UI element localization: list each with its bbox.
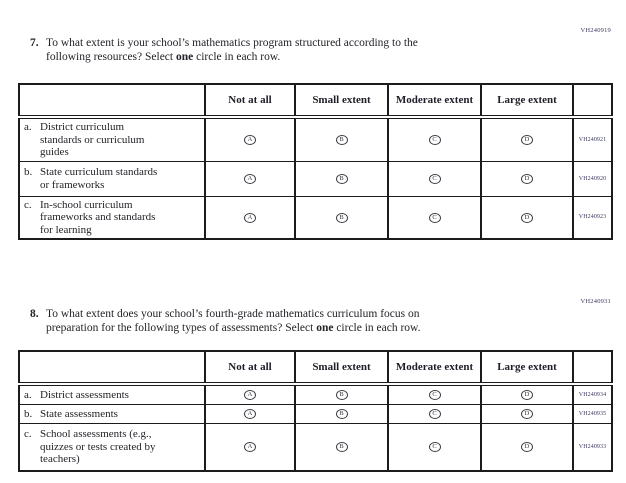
answer-circle-moderate-extent[interactable]: C bbox=[428, 409, 441, 420]
answer-circle-small-extent[interactable]: B bbox=[335, 173, 348, 184]
row-label: District assessments bbox=[40, 388, 129, 401]
answer-circle-small-extent[interactable]: B bbox=[335, 212, 348, 223]
row-letter: a. bbox=[24, 121, 32, 133]
row-letter: a. bbox=[24, 388, 32, 401]
question-7-text: To what extent is your school’s mathemat… bbox=[46, 36, 546, 64]
row-letter: b. bbox=[24, 407, 33, 420]
header-small-extent: Small extent bbox=[294, 83, 389, 119]
answer-circle-not-at-all[interactable]: A bbox=[244, 442, 256, 453]
row-letter: c. bbox=[24, 428, 32, 440]
answer-circle-not-at-all[interactable]: A bbox=[244, 135, 256, 146]
question-7-number: 7. bbox=[30, 37, 39, 49]
question-7-response-table: Not at all Small extent Moderate extent … bbox=[18, 83, 613, 240]
row-accession-code: VH240923 bbox=[572, 195, 613, 240]
table-header-row: Not at all Small extent Moderate extent … bbox=[18, 83, 613, 119]
table-header-row: Not at all Small extent Moderate extent … bbox=[18, 350, 613, 386]
header-moderate-extent: Moderate extent bbox=[387, 83, 482, 119]
row-label: School assessments (e.g., quizzes or tes… bbox=[40, 428, 156, 465]
row-accession-code: VH240934 bbox=[572, 383, 613, 405]
header-moderate-extent: Moderate extent bbox=[387, 350, 482, 386]
table-row-q7a: a. District curriculum standards or curr… bbox=[18, 116, 613, 162]
answer-circle-large-extent[interactable]: D bbox=[521, 442, 533, 453]
answer-circle-moderate-extent[interactable]: C bbox=[428, 212, 441, 223]
table-row-q8c: c. School assessments (e.g., quizzes or … bbox=[18, 423, 613, 472]
answer-circle-moderate-extent[interactable]: C bbox=[428, 135, 441, 146]
row-accession-code: VH240933 bbox=[572, 423, 613, 472]
question-8: 8. To what extent does your school’s fou… bbox=[30, 307, 546, 335]
question-7-text-seg1: To what extent is your school’s mathemat… bbox=[46, 37, 418, 63]
row-label: State assessments bbox=[40, 407, 118, 420]
header-not-at-all: Not at all bbox=[204, 83, 296, 119]
answer-circle-moderate-extent[interactable]: C bbox=[428, 442, 441, 453]
question-8-accession-code: VH240931 bbox=[580, 298, 611, 305]
header-empty-cell bbox=[18, 350, 206, 386]
table-row-q8b: b. State assessments A B C D VH240935 bbox=[18, 404, 613, 424]
question-7-accession-code: VH240919 bbox=[580, 27, 611, 34]
answer-circle-small-extent[interactable]: B bbox=[335, 135, 348, 146]
header-empty-cell bbox=[18, 83, 206, 119]
row-label: District curriculum standards or curricu… bbox=[40, 121, 145, 158]
answer-circle-not-at-all[interactable]: A bbox=[244, 212, 256, 223]
answer-circle-large-extent[interactable]: D bbox=[521, 135, 533, 146]
row-letter: b. bbox=[24, 166, 33, 178]
header-small-extent: Small extent bbox=[294, 350, 389, 386]
question-7-text-bold: one bbox=[175, 51, 194, 63]
row-accession-code: VH240920 bbox=[572, 160, 613, 197]
row-label: In-school curriculum frameworks and stan… bbox=[40, 198, 156, 236]
header-code-cell bbox=[572, 83, 613, 119]
header-large-extent: Large extent bbox=[480, 83, 574, 119]
question-8-text-seg2: circle in each row. bbox=[333, 322, 421, 334]
answer-circle-moderate-extent[interactable]: C bbox=[428, 390, 441, 401]
answer-circle-small-extent[interactable]: B bbox=[335, 409, 348, 420]
header-not-at-all: Not at all bbox=[204, 350, 296, 386]
question-8-number: 8. bbox=[30, 308, 39, 320]
question-7-text-seg2: circle in each row. bbox=[193, 51, 281, 63]
answer-circle-small-extent[interactable]: B bbox=[335, 390, 348, 401]
row-letter: c. bbox=[24, 198, 32, 211]
answer-circle-not-at-all[interactable]: A bbox=[244, 409, 256, 420]
question-8-response-table: Not at all Small extent Moderate extent … bbox=[18, 350, 613, 472]
table-row-q7c: c. In-school curriculum frameworks and s… bbox=[18, 195, 613, 240]
answer-circle-moderate-extent[interactable]: C bbox=[428, 173, 441, 184]
question-8-text-seg1: To what extent does your school’s fourth… bbox=[46, 308, 420, 334]
answer-circle-large-extent[interactable]: D bbox=[521, 173, 533, 184]
header-code-cell bbox=[572, 350, 613, 386]
answer-circle-not-at-all[interactable]: A bbox=[244, 173, 256, 184]
answer-circle-small-extent[interactable]: B bbox=[335, 442, 348, 453]
row-accession-code: VH240935 bbox=[572, 404, 613, 424]
header-large-extent: Large extent bbox=[480, 350, 574, 386]
question-7: 7. To what extent is your school’s mathe… bbox=[30, 36, 546, 64]
question-8-text-bold: one bbox=[316, 322, 334, 334]
table-row-q7b: b. State curriculum standards or framewo… bbox=[18, 160, 613, 197]
table-row-q8a: a. District assessments A B C D VH240934 bbox=[18, 383, 613, 405]
answer-circle-not-at-all[interactable]: A bbox=[244, 390, 256, 401]
answer-circle-large-extent[interactable]: D bbox=[521, 409, 533, 420]
answer-circle-large-extent[interactable]: D bbox=[521, 212, 533, 223]
row-accession-code: VH240921 bbox=[572, 116, 613, 162]
question-8-text: To what extent does your school’s fourth… bbox=[46, 307, 546, 335]
answer-circle-large-extent[interactable]: D bbox=[521, 390, 533, 401]
row-label: State curriculum standards or frameworks bbox=[40, 166, 158, 191]
